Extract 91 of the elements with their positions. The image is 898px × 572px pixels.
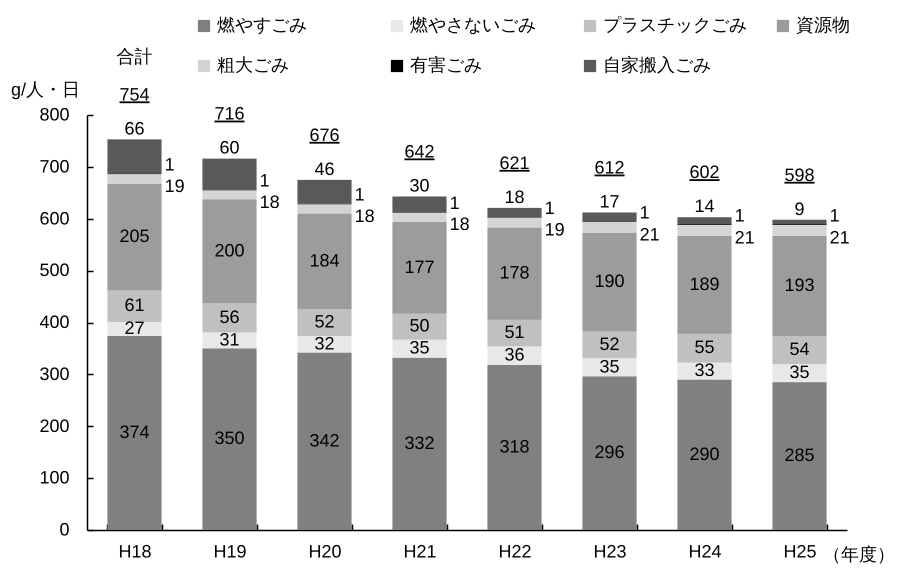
data-label: 27: [124, 318, 145, 338]
data-label: 35: [789, 362, 810, 382]
data-label: 18: [504, 186, 525, 207]
data-label: 178: [499, 262, 530, 283]
data-label: 61: [124, 295, 145, 316]
data-label: 193: [784, 274, 815, 295]
x-tick-label: H22: [498, 542, 532, 562]
y-tick-label: 0: [59, 520, 70, 540]
data-label: 1: [354, 184, 365, 205]
y-axis-title: g/人・日: [10, 80, 80, 100]
total-label: 621: [499, 152, 530, 173]
data-label: 184: [309, 250, 340, 270]
data-label: 35: [409, 338, 430, 358]
total-label: 716: [214, 104, 245, 124]
y-tick-label: 400: [39, 312, 70, 332]
data-label: 350: [214, 428, 245, 448]
data-label: 205: [119, 226, 150, 246]
y-tick-label: 800: [39, 104, 70, 124]
data-label: 33: [694, 360, 715, 380]
legend-label: 自家搬入ごみ: [603, 55, 711, 75]
data-label: 1: [260, 170, 270, 191]
data-label: 19: [164, 176, 185, 196]
legend-label: 粗大ごみ: [217, 55, 289, 75]
x-tick-label: H21: [403, 542, 437, 562]
legend-label: 燃やさないごみ: [410, 15, 536, 35]
legend-label: プラスチックごみ: [603, 15, 747, 35]
legend-label: 資源物: [796, 15, 850, 35]
data-label: 52: [314, 312, 335, 332]
data-label: 66: [124, 118, 145, 138]
x-tick-label: H20: [308, 542, 342, 562]
data-label: 18: [260, 192, 280, 212]
data-label: 1: [450, 193, 460, 214]
text: 合計: [116, 46, 152, 66]
legend-label: 燃やすごみ: [217, 15, 307, 35]
data-label: 342: [309, 430, 340, 450]
data-label: 52: [599, 334, 620, 354]
data-label: 1: [640, 202, 650, 222]
data-label: 18: [354, 206, 375, 226]
data-label: 31: [219, 329, 240, 350]
data-label: 290: [689, 444, 720, 464]
data-label: 19: [544, 220, 565, 240]
data-label: 1: [544, 198, 555, 218]
data-label: 55: [694, 337, 715, 358]
y-tick-label: 600: [39, 208, 70, 228]
total-label: 598: [784, 164, 815, 185]
y-tick-label: 700: [39, 156, 70, 176]
data-label: 296: [594, 442, 625, 462]
data-label: 374: [119, 422, 150, 442]
data-label: 30: [409, 175, 430, 196]
data-label: 14: [694, 196, 715, 216]
x-tick-label: H25: [783, 542, 817, 562]
data-label: 36: [504, 344, 525, 365]
y-tick-label: 500: [39, 260, 70, 280]
y-tick-label: 300: [39, 364, 70, 384]
data-label: 285: [784, 445, 815, 466]
data-label: 32: [314, 333, 335, 354]
data-label: 200: [214, 240, 245, 260]
x-tick-label: H23: [593, 542, 627, 562]
total-label: 754: [119, 84, 150, 104]
data-label: 18: [450, 214, 470, 234]
data-label: 46: [314, 158, 335, 179]
data-label: 1: [734, 205, 745, 226]
data-label: 1: [830, 205, 840, 226]
data-label: 50: [409, 316, 430, 336]
total-label: 642: [404, 141, 435, 162]
y-tick-label: 200: [39, 416, 70, 436]
data-label: 1: [164, 154, 175, 175]
x-tick-label: H19: [213, 542, 247, 562]
legend-label: 有害ごみ: [410, 55, 482, 75]
data-label: 9: [794, 198, 805, 219]
x-tick-label: H18: [118, 542, 152, 562]
data-label: 56: [219, 306, 240, 327]
data-label: 21: [640, 224, 660, 244]
x-tick-label: H24: [688, 542, 722, 562]
data-label: 17: [599, 192, 620, 212]
total-label: 602: [689, 162, 720, 182]
y-tick-label: 100: [39, 468, 70, 488]
data-label: 54: [789, 338, 810, 359]
data-label: 21: [734, 227, 755, 248]
total-label: 676: [309, 124, 340, 145]
x-axis-title: （年度）: [823, 544, 895, 564]
data-label: 318: [499, 436, 530, 457]
data-label: 51: [504, 322, 525, 342]
data-label: 60: [219, 138, 240, 158]
data-label: 35: [599, 356, 620, 376]
data-label: 189: [689, 274, 720, 294]
total-label: 612: [594, 158, 625, 178]
data-label: 177: [404, 256, 435, 277]
data-label: 21: [830, 227, 850, 248]
data-label: 332: [404, 432, 435, 453]
data-label: 190: [594, 271, 625, 292]
